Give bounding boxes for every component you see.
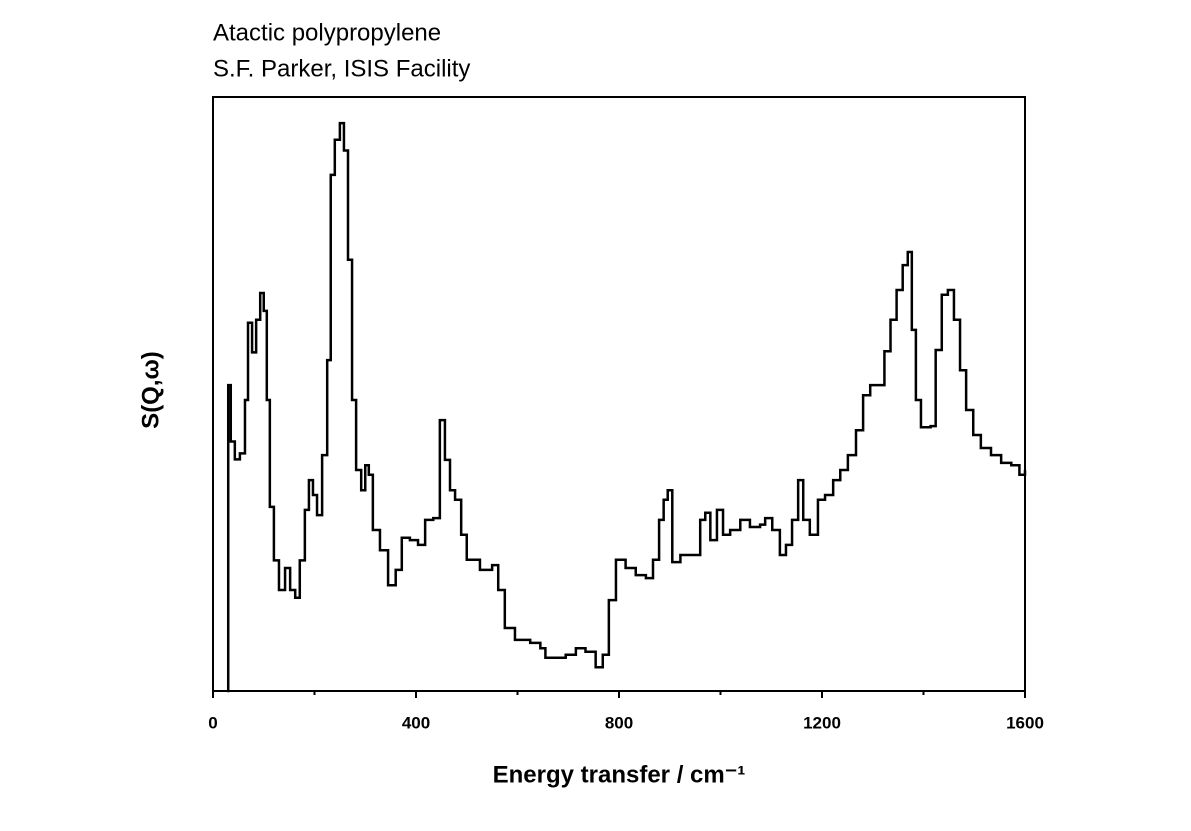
x-tick-label: 0 [208, 713, 217, 732]
plot-frame [212, 96, 1026, 692]
x-tick-label: 1200 [803, 713, 841, 732]
x-tick-label: 1600 [1006, 713, 1044, 732]
x-tick-label: 400 [402, 713, 430, 732]
spectrum-line [226, 121, 1027, 693]
chart-title: Atactic polypropylene [213, 19, 441, 46]
x-tick-label: 800 [605, 713, 633, 732]
x-axis-label: Energy transfer / cm⁻¹ [493, 761, 746, 788]
chart-subtitle: S.F. Parker, ISIS Facility [213, 55, 470, 82]
y-axis-label: S(Q,ω) [137, 351, 164, 429]
